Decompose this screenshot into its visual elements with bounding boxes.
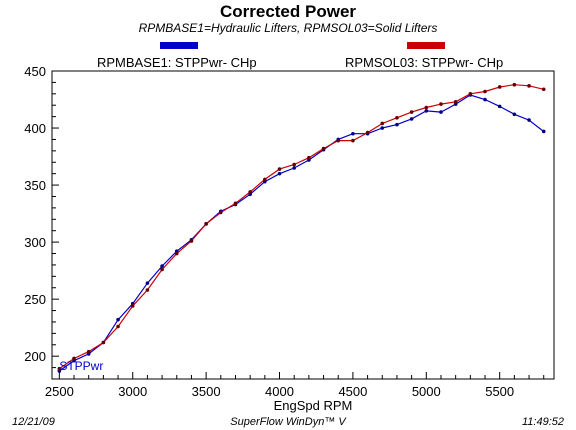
data-point [116, 324, 120, 329]
data-point [512, 82, 517, 87]
data-point [292, 166, 296, 170]
legend-label-rpmbase1: RPMBASE1: STPPwr- CHp [97, 55, 257, 70]
data-point [497, 104, 502, 109]
chart-subtitle: RPMBASE1=Hydraulic Lifters, RPMSOL03=Sol… [138, 21, 438, 35]
y-tick-label: 400 [24, 121, 46, 136]
data-point [527, 84, 531, 88]
x-tick-label: 2500 [45, 384, 74, 399]
data-point [248, 190, 252, 194]
data-point [307, 155, 311, 160]
data-point [380, 121, 385, 126]
data-point [351, 138, 355, 143]
legend-swatch-rpmbase1 [160, 42, 198, 49]
data-point [527, 118, 531, 122]
data-point [145, 281, 150, 285]
legend-swatch-rpmsol03 [407, 42, 445, 49]
trace-label: STPPwr [59, 359, 103, 373]
data-point [409, 117, 414, 121]
data-point [160, 264, 164, 268]
data-point [160, 267, 164, 272]
footer-date: 12/21/09 [12, 416, 55, 428]
series-line-rpmbase1 [58, 94, 545, 372]
x-axis-label: EngSpd RPM [274, 398, 353, 413]
data-point [424, 105, 429, 110]
data-point [541, 129, 546, 134]
data-point [365, 130, 370, 135]
data-point [424, 109, 429, 113]
series-line-rpmsol03 [58, 84, 544, 370]
data-point [219, 210, 223, 215]
data-point [277, 167, 282, 171]
data-point [439, 110, 443, 114]
data-point [86, 349, 91, 354]
data-point [483, 97, 487, 102]
data-point [483, 89, 487, 94]
x-tick-label: 5000 [412, 384, 441, 399]
data-point [468, 92, 473, 96]
plot-frame [51, 70, 555, 380]
data-point [321, 146, 326, 151]
footer-time: 11:49:52 [521, 416, 564, 428]
data-point [439, 102, 443, 106]
data-point [174, 251, 179, 256]
data-point [233, 201, 238, 206]
data-point [263, 177, 267, 182]
y-tick-label: 250 [24, 292, 46, 307]
data-point [541, 87, 546, 92]
data-point [57, 366, 62, 371]
data-point [453, 100, 458, 104]
data-point [512, 112, 517, 117]
data-point [101, 340, 106, 345]
data-point [72, 356, 76, 361]
y-tick-label: 300 [24, 235, 46, 250]
data-point [130, 304, 135, 308]
data-point [380, 126, 385, 130]
y-tick-label: 450 [24, 64, 46, 79]
data-point [292, 162, 296, 167]
data-point [395, 122, 399, 127]
x-tick-label: 3500 [192, 384, 221, 399]
data-point [336, 138, 341, 143]
data-point [204, 222, 208, 226]
x-tick-label: 5500 [485, 384, 514, 399]
y-tick-label: 200 [24, 349, 46, 364]
data-point [395, 115, 399, 120]
data-point [145, 288, 150, 292]
chart-title: Corrected Power [219, 2, 357, 21]
footer-app-name: SuperFlow WinDyn™ V [230, 416, 346, 428]
data-point [116, 317, 120, 322]
data-point [189, 239, 194, 243]
data-point [409, 110, 414, 114]
x-tick-label: 4000 [265, 384, 294, 399]
x-tick-label: 4500 [338, 384, 367, 399]
data-point [351, 131, 355, 136]
x-tick-label: 3000 [118, 384, 147, 399]
legend-label-rpmsol03: RPMSOL03: STPPwr- CHp [345, 55, 504, 70]
y-tick-label: 350 [24, 178, 46, 193]
data-point [277, 171, 282, 176]
data-point [497, 85, 502, 89]
